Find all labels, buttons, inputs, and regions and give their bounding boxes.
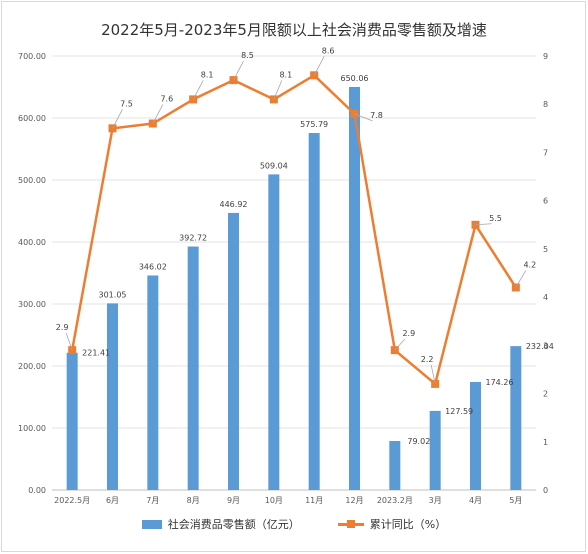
- legend-item-yoy-growth[interactable]: 累计同比（%）: [337, 516, 447, 532]
- x-tick-label: 6月: [106, 496, 119, 505]
- bar: [147, 275, 159, 490]
- y-right-tick-label: 7: [543, 148, 548, 157]
- line-data-label: 2.2: [421, 355, 434, 364]
- bar: [429, 410, 441, 490]
- chart-title: 2022年5月-2023年5月限额以上社会消费品零售额及增速: [101, 21, 487, 39]
- leader-line: [192, 80, 204, 100]
- y-right-tick-label: 4: [543, 293, 548, 302]
- y-right-tick-label: 0: [543, 486, 548, 495]
- legend-item-retail-sales[interactable]: 社会消费品零售额（亿元）: [141, 516, 300, 532]
- x-tick-label: 3月: [429, 496, 442, 505]
- y-right-tick-label: 8: [543, 100, 548, 109]
- line-data-label: 4.2: [523, 260, 536, 269]
- x-tick-label: 4月: [469, 496, 482, 505]
- leader-line: [233, 60, 244, 81]
- y-left-tick-label: 0.00: [28, 486, 46, 495]
- y-right-tick-label: 3: [543, 341, 548, 350]
- bar-data-label: 127.59: [445, 407, 473, 416]
- line-series-yoy: [70, 74, 517, 386]
- legend-bar-swatch: [141, 519, 162, 529]
- line-data-label: 8.1: [201, 70, 214, 79]
- x-tick-label: 2023.2月: [377, 496, 413, 505]
- y-right-tick-label: 1: [543, 438, 548, 447]
- y-left-tick-label: 300.00: [18, 300, 46, 309]
- line-data-label: 8.5: [241, 51, 254, 60]
- bar: [389, 441, 401, 490]
- y-left-tick-label: 200.00: [18, 362, 46, 371]
- x-tick-label: 10月: [265, 496, 283, 505]
- bar: [349, 86, 360, 490]
- x-tick-label: 11月: [305, 496, 323, 505]
- x-tick-label: 9月: [227, 496, 240, 505]
- leader-line: [515, 270, 527, 288]
- bar-data-label: 575.79: [300, 120, 328, 129]
- x-tick-label: 12月: [345, 496, 363, 505]
- legend-line-swatch: [337, 519, 364, 529]
- bar: [308, 133, 320, 490]
- bar-data-label: 174.26: [486, 378, 514, 387]
- line-data-label: 7.5: [120, 99, 133, 108]
- y-left-tick-label: 100.00: [18, 424, 46, 433]
- y-right-tick-label: 6: [543, 197, 548, 206]
- leader-line: [475, 223, 492, 226]
- line-point: [108, 124, 117, 133]
- bar-data-label: 221.41: [82, 349, 110, 358]
- bar-data-label: 446.92: [220, 200, 248, 209]
- leader-line: [112, 109, 123, 129]
- line-data-label: 5.5: [489, 214, 502, 223]
- bar-data-label: 509.04: [260, 161, 288, 170]
- bar-data-label: 346.02: [139, 262, 167, 271]
- leader-line: [354, 113, 373, 122]
- y-right-tick-label: 2: [543, 390, 548, 399]
- leader-line: [273, 80, 283, 100]
- x-tick-label: 7月: [146, 496, 159, 505]
- bar-data-label: 301.05: [99, 290, 127, 299]
- bar-data-label: 392.72: [179, 234, 207, 243]
- legend: 社会消费品零售额（亿元） 累计同比（%）: [0, 516, 588, 532]
- bar: [107, 303, 118, 490]
- line-data-label: 8.6: [322, 46, 335, 55]
- leader-line: [394, 338, 406, 351]
- y-left-tick-label: 400.00: [18, 238, 46, 247]
- bar-data-label: 79.02: [407, 437, 430, 446]
- bar: [228, 212, 239, 490]
- line-data-label: 2.9: [402, 329, 415, 338]
- y-right-tick-label: 5: [543, 245, 548, 254]
- leader-line: [152, 104, 164, 124]
- y-left-tick-label: 600.00: [18, 114, 46, 123]
- bar: [268, 174, 280, 490]
- line-data-label: 2.9: [56, 323, 69, 332]
- bar: [66, 352, 78, 490]
- legend-label-yoy-growth: 累计同比（%）: [369, 518, 447, 531]
- bar: [187, 246, 199, 490]
- line-data-label: 7.6: [160, 95, 173, 104]
- y-right-tick-label: 9: [543, 52, 548, 61]
- leader-line: [65, 333, 73, 351]
- x-tick-label: 5月: [509, 496, 522, 505]
- bar: [510, 346, 522, 490]
- legend-label-retail-sales: 社会消费品零售额（亿元）: [167, 518, 300, 531]
- bar: [470, 381, 481, 490]
- x-tick-label: 2022.5月: [54, 496, 90, 505]
- bar-data-label: 650.06: [341, 74, 369, 83]
- bar-data-label: 232.04: [526, 342, 554, 351]
- x-tick-label: 8月: [187, 496, 200, 505]
- leader-line: [313, 56, 325, 76]
- line-data-label: 8.1: [279, 70, 292, 79]
- leader-line: [430, 364, 436, 384]
- line-data-label: 7.8: [370, 111, 383, 120]
- y-left-tick-label: 500.00: [18, 176, 46, 185]
- y-left-tick-label: 700.00: [18, 52, 46, 61]
